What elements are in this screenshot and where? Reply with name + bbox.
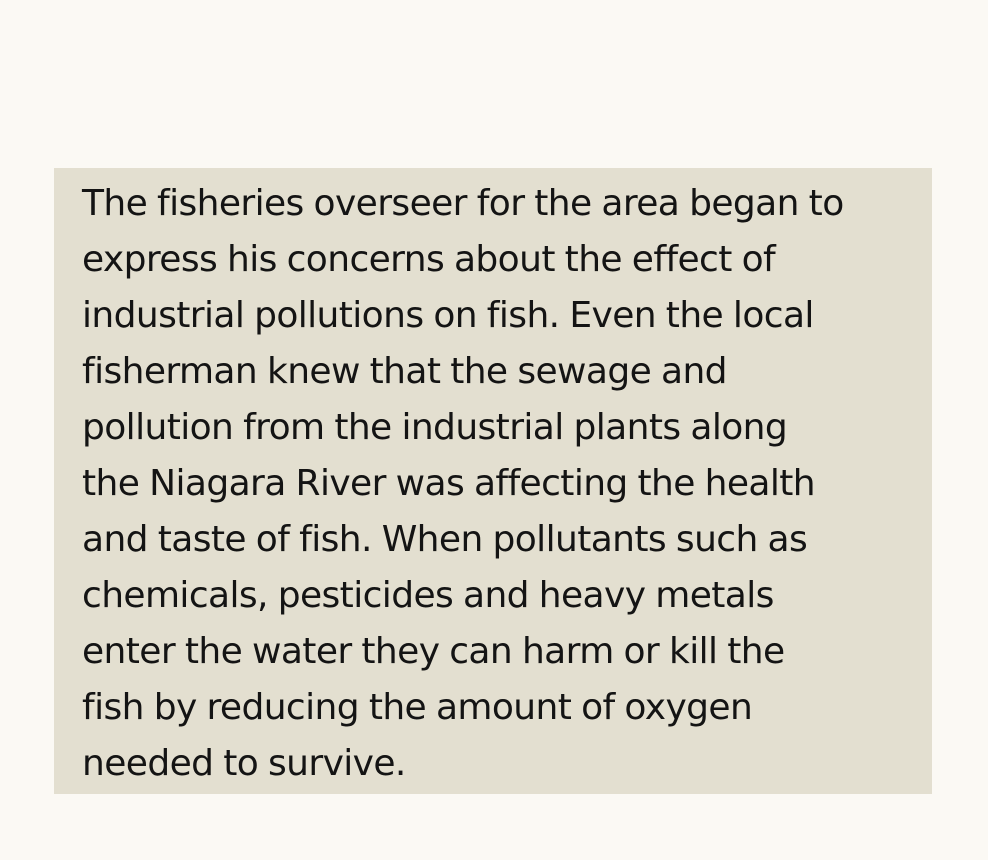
text-panel: The fisheries overseer for the area bega… [54,168,932,794]
passage-line: fisherman knew that the sewage and [82,351,728,392]
passage-line: chemicals, pesticides and heavy metals [82,575,774,616]
passage-line: pollution from the industrial plants alo… [82,407,788,448]
passage-line: enter the water they can harm or kill th… [82,631,785,672]
passage-line: and taste of fish. When pollutants such … [82,519,808,560]
passage-line: industrial pollutions on fish. Even the … [82,295,814,336]
passage-paragraph: The fisheries overseer for the area bega… [82,176,904,792]
passage-line: express his concerns about the effect of [82,239,776,280]
passage-line: needed to survive. [82,743,406,784]
passage-line: The fisheries overseer for the area bega… [82,183,844,224]
passage-line: the Niagara River was affecting the heal… [82,463,816,504]
passage-line: fish by reducing the amount of oxygen [82,687,753,728]
